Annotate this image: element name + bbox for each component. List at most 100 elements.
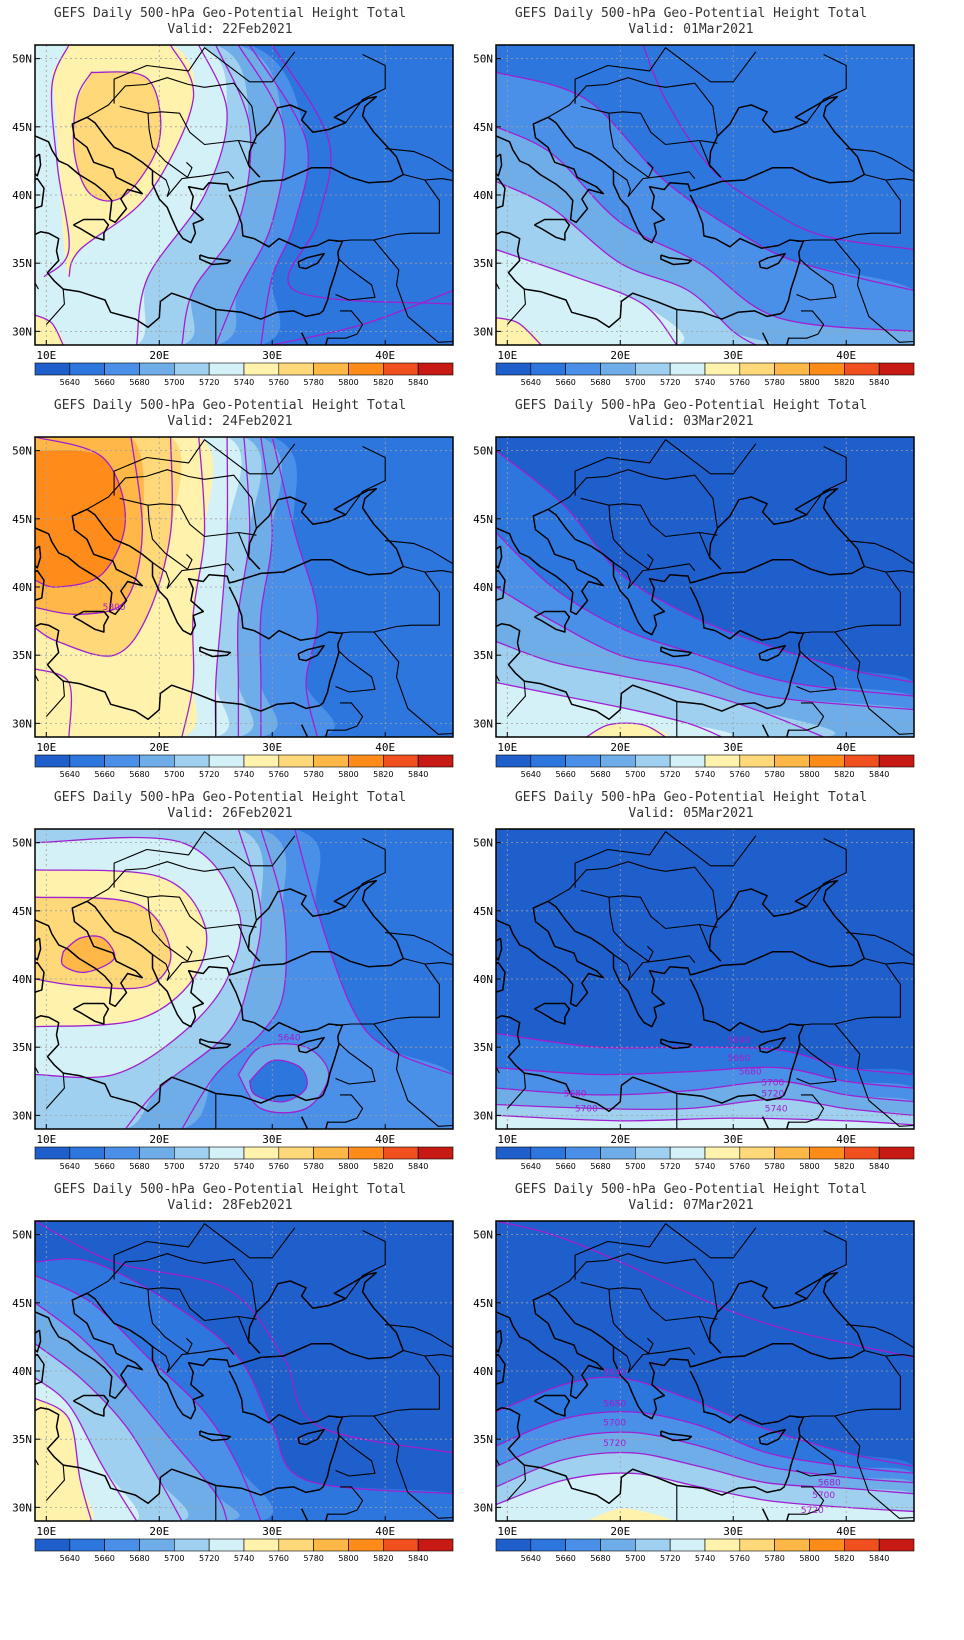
- coastline: [35, 586, 344, 721]
- lat-tick-label: 35N: [12, 257, 32, 270]
- lon-tick-label: 40E: [375, 1133, 395, 1146]
- coastline: [255, 488, 405, 567]
- country-border: [152, 170, 235, 197]
- colorbar-label: 5640: [521, 770, 541, 779]
- colorbar-swatch: [208, 1146, 245, 1160]
- contour-label: 5720: [761, 1089, 784, 1099]
- country-border: [547, 861, 718, 921]
- colorbar-swatch: [495, 754, 532, 768]
- colorbar-label: 5760: [730, 1554, 750, 1563]
- coastline: [247, 136, 261, 178]
- country-border: [574, 1223, 757, 1280]
- colorbar-label: 5800: [338, 1554, 358, 1563]
- country-border: [796, 1434, 837, 1477]
- colorbar-label: 5740: [695, 770, 715, 779]
- lat-tick-label: 40N: [12, 189, 32, 202]
- coastline: [297, 1036, 325, 1054]
- contour-line: [496, 71, 914, 292]
- colorbar-label: 5820: [834, 1554, 854, 1563]
- coastline: [35, 545, 42, 569]
- colorbar-swatch: [313, 362, 349, 376]
- coastline: [35, 937, 42, 961]
- contour-line: [68, 45, 195, 278]
- contour-line: [496, 640, 824, 737]
- colorbar-swatch: [139, 1146, 175, 1160]
- colorbar-swatch: [809, 754, 845, 768]
- country-border: [335, 173, 440, 242]
- colorbar-label: 5820: [373, 1162, 393, 1171]
- coastline: [716, 96, 866, 175]
- colorbar-label: 5760: [730, 1162, 750, 1171]
- geopotential-map: 50N 45N 40N 35N 30N 10E 20E 30E 40E 5640 5660 5680 5…: [12, 1220, 454, 1563]
- lat-tick-label: 35N: [12, 649, 32, 662]
- colorbar-label: 5780: [304, 378, 324, 387]
- coastline: [247, 528, 261, 570]
- colorbar-swatch: [635, 362, 671, 376]
- colorbar-label: 5760: [730, 770, 750, 779]
- coastline: [758, 252, 786, 270]
- coastline: [255, 96, 405, 175]
- country-border: [335, 957, 440, 1026]
- colorbar-swatch: [313, 1538, 349, 1552]
- coastline: [496, 177, 506, 210]
- country-border: [580, 105, 718, 146]
- country-border: [373, 239, 453, 343]
- colorbar-label: 5740: [234, 770, 254, 779]
- colorbar-label: 5680: [129, 1162, 149, 1171]
- country-border: [788, 702, 825, 731]
- colorbar-swatch: [69, 1538, 105, 1552]
- country-border: [796, 957, 901, 1026]
- colorbar-label: 5820: [373, 1554, 393, 1563]
- map-panel-07mar2021: GEFS Daily 500-hPa Geo-Potential Height …: [461, 1176, 921, 1576]
- colorbar-label: 5680: [590, 770, 610, 779]
- contour-line: [35, 437, 143, 616]
- colorbar-swatch: [208, 754, 245, 768]
- colorbar-swatch: [174, 1538, 210, 1552]
- colorbar-swatch: [739, 1538, 775, 1552]
- colorbar-swatch: [565, 754, 601, 768]
- lat-tick-label: 35N: [473, 649, 493, 662]
- colorbar-swatch: [69, 754, 105, 768]
- height-band: [35, 315, 64, 345]
- colorbar-label: 5840: [408, 770, 428, 779]
- country-border: [119, 889, 257, 930]
- lat-tick-label: 40N: [473, 581, 493, 594]
- lon-tick-label: 10E: [497, 741, 517, 754]
- coastline: [496, 1292, 605, 1400]
- lon-tick-label: 20E: [610, 349, 630, 362]
- coastline: [708, 136, 722, 178]
- panel-valid-date: Valid: 26Feb2021: [167, 806, 293, 821]
- country-border: [613, 170, 696, 197]
- country-border: [385, 1324, 453, 1358]
- colorbar-swatch: [243, 1146, 280, 1160]
- country-border: [846, 540, 914, 574]
- colorbar-label: 5700: [164, 1554, 184, 1563]
- colorbar-swatch: [417, 1146, 454, 1160]
- lat-tick-label: 30N: [12, 1501, 32, 1514]
- contour-line: [124, 829, 262, 1129]
- contour-line: [35, 869, 208, 1028]
- lon-tick-label: 10E: [36, 1525, 56, 1538]
- lon-tick-label: 40E: [836, 1133, 856, 1146]
- colorbar-swatch: [139, 1538, 175, 1552]
- colorbar-label: 5840: [408, 1162, 428, 1171]
- colorbar-swatch: [530, 754, 566, 768]
- contour-line: [496, 1451, 914, 1495]
- coastline: [35, 1292, 144, 1400]
- country-border: [345, 446, 386, 516]
- geopotential-map: 5640 5680 5700 5720 5680 5700 5720 50N 45N 40N 35N…: [473, 1220, 915, 1563]
- country-border: [846, 1324, 914, 1358]
- country-border: [119, 1281, 257, 1322]
- country-border: [327, 310, 364, 339]
- height-band: [73, 71, 161, 201]
- country-border: [580, 1281, 718, 1322]
- colorbar-swatch: [278, 1538, 314, 1552]
- lat-tick-label: 45N: [473, 1297, 493, 1310]
- lat-tick-label: 45N: [473, 905, 493, 918]
- colorbar-swatch: [382, 1538, 419, 1552]
- colorbar-label: 5700: [625, 1162, 645, 1171]
- panel-valid-date: Valid: 03Mar2021: [628, 414, 754, 429]
- contour-label: 5640: [603, 1368, 626, 1378]
- lat-tick-label: 50N: [473, 837, 493, 850]
- colorbar-label: 5640: [60, 1162, 80, 1171]
